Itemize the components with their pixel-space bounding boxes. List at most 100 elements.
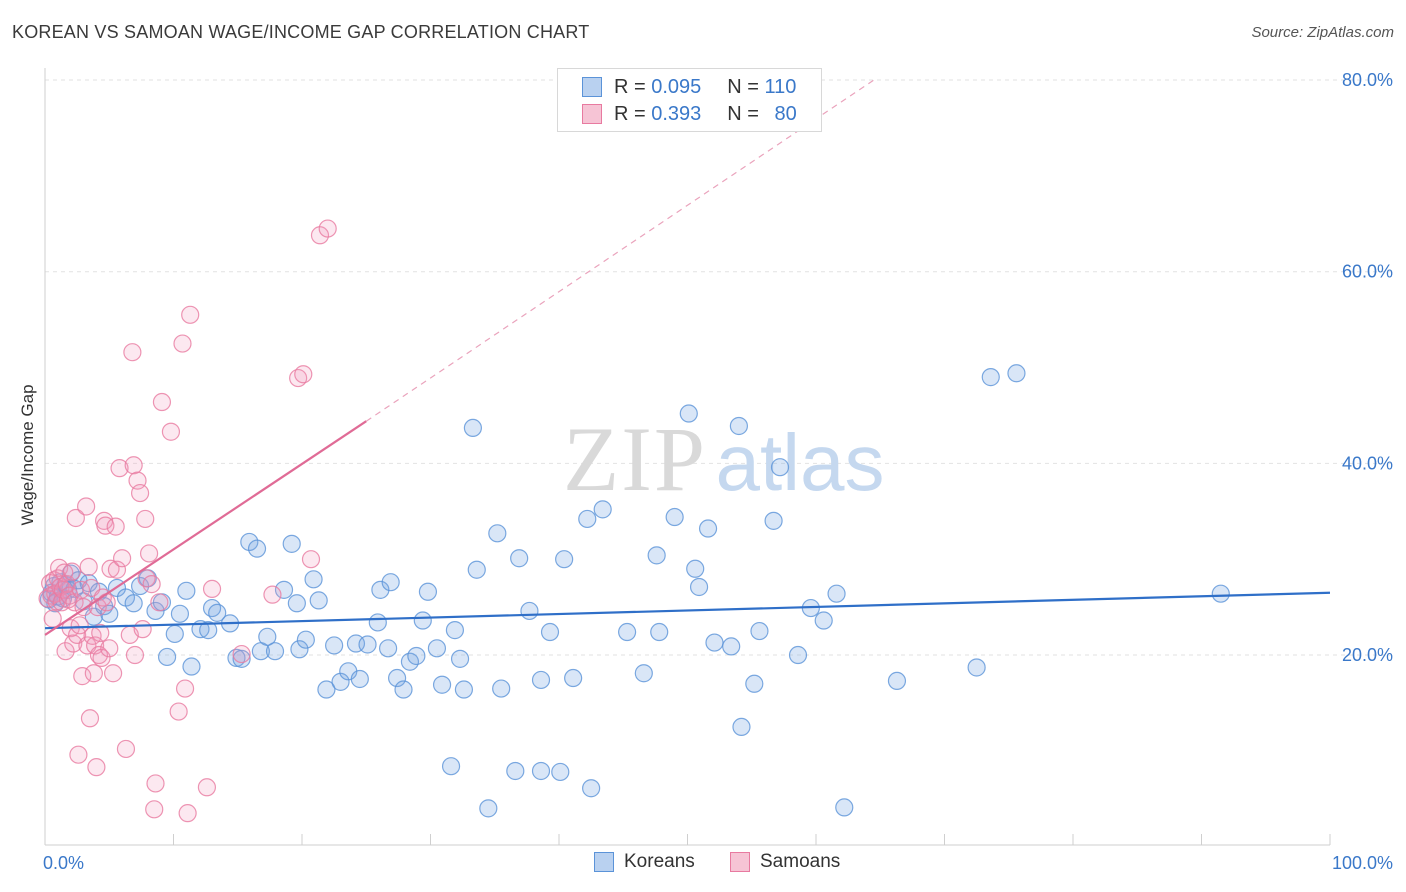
y-tick-label-60: 60.0% (1342, 262, 1393, 282)
samoans-point-38 (89, 645, 109, 665)
samoans-point-71 (175, 679, 195, 698)
koreans-point-43 (282, 534, 301, 553)
samoans-point-31 (80, 709, 100, 728)
koreans-point-55 (358, 635, 377, 654)
r-label: R = (614, 102, 646, 125)
samoans-point-76 (232, 644, 251, 664)
series-samoans (38, 219, 337, 823)
samoans-point-46 (101, 559, 120, 578)
koreans-point-25 (157, 647, 177, 667)
koreans-point-85 (564, 668, 583, 688)
x-tick-labels: 0.0% 100.0% (43, 853, 1393, 873)
koreans-swatch (582, 77, 602, 97)
koreans-point-76 (492, 679, 511, 698)
koreans-point-37 (240, 532, 259, 552)
koreans-point-65 (418, 582, 438, 601)
samoans-point-75 (202, 579, 222, 599)
koreans-point-113 (981, 368, 1000, 387)
koreans-point-27 (170, 604, 190, 623)
chart-title: KOREAN VS SAMOAN WAGE/INCOME GAP CORRELA… (12, 22, 590, 42)
koreans-point-91 (647, 546, 666, 565)
x-tick-label-min: 0.0% (43, 853, 84, 873)
koreans-point-58 (378, 639, 398, 658)
koreans-point-79 (520, 601, 539, 621)
samoans-point-65 (146, 774, 165, 793)
koreans-point-56 (368, 613, 387, 632)
r-label: R = (614, 75, 646, 98)
samoans-point-66 (150, 593, 169, 612)
koreans-point-48 (309, 591, 328, 610)
y-tick-labels: 20.0% 40.0% 60.0% 80.0% (1342, 70, 1393, 665)
koreans-point-103 (750, 621, 769, 641)
koreans-point-104 (764, 511, 783, 530)
samoans-swatch (582, 104, 602, 124)
koreans-point-33 (208, 603, 227, 622)
koreans-point-45 (290, 640, 309, 659)
koreans-point-80 (531, 761, 551, 781)
koreans-point-61 (394, 680, 413, 699)
samoans-point-51 (112, 549, 132, 568)
y-axis-label: Wage/Income Gap (18, 384, 37, 526)
samoans-trend-line (44, 420, 367, 636)
axes (44, 68, 1331, 846)
koreans-point-44 (287, 594, 306, 613)
samoans-point-63 (142, 575, 161, 594)
koreans-point-57 (371, 580, 390, 599)
samoans-point-48 (106, 517, 125, 536)
koreans-legend-swatch (594, 852, 614, 872)
samoans-point-81 (310, 226, 330, 245)
koreans-point-92 (650, 622, 669, 642)
samoans-point-69 (169, 702, 188, 721)
samoans-point-36 (87, 758, 106, 777)
trend-lines (44, 79, 1331, 636)
samoans-point-60 (136, 509, 155, 529)
koreans-point-49 (317, 680, 336, 699)
samoans-point-73 (181, 305, 200, 324)
samoans-point-77 (263, 585, 282, 604)
samoans-point-21 (66, 508, 85, 528)
n-label: N = (727, 102, 759, 125)
koreans-point-67 (432, 675, 452, 694)
koreans-point-89 (618, 622, 637, 642)
koreans-point-75 (488, 524, 507, 543)
koreans-point-111 (887, 671, 907, 691)
n-label: N = (727, 75, 759, 98)
samoans-r-value: 0.393 (651, 102, 702, 125)
koreans-point-73 (467, 560, 486, 579)
samoans-point-54 (123, 343, 142, 362)
koreans-point-82 (540, 622, 560, 642)
samoans-point-61 (137, 569, 156, 588)
y-tick-label-40: 40.0% (1342, 453, 1393, 473)
koreans-point-28 (177, 581, 196, 600)
samoans-point-70 (173, 334, 192, 353)
samoans-point-49 (107, 560, 127, 579)
samoans-point-50 (110, 459, 129, 478)
samoans-point-55 (124, 456, 143, 475)
samoans-point-23 (69, 745, 88, 764)
samoans-point-68 (161, 422, 181, 441)
koreans-point-50 (325, 636, 344, 655)
koreans-point-36 (232, 649, 251, 668)
samoans-point-24 (70, 616, 89, 635)
koreans-point-88 (593, 500, 612, 519)
koreans-point-101 (732, 717, 751, 737)
samoans-point-58 (130, 483, 150, 503)
koreans-point-68 (441, 757, 461, 776)
koreans-point-54 (350, 669, 369, 689)
samoans-point-12 (55, 563, 74, 582)
koreans-point-100 (729, 416, 749, 436)
legend-item-samoans: Samoans (730, 851, 840, 873)
koreans-point-38 (247, 539, 267, 558)
koreans-point-60 (387, 668, 407, 688)
legend-row-samoans: R = 0.393 N = 80 (582, 102, 797, 126)
samoans-legend-label: Samoans (760, 851, 841, 872)
koreans-point-77 (506, 761, 525, 781)
legend-row-koreans: R = 0.095 N = 110 (582, 75, 796, 99)
samoans-point-74 (197, 778, 217, 797)
samoans-point-67 (152, 392, 172, 412)
samoans-point-82 (318, 219, 337, 238)
koreans-point-63 (407, 646, 426, 666)
samoans-point-13 (56, 642, 75, 661)
samoans-point-30 (79, 557, 98, 576)
koreans-legend-label: Koreans (624, 851, 695, 872)
